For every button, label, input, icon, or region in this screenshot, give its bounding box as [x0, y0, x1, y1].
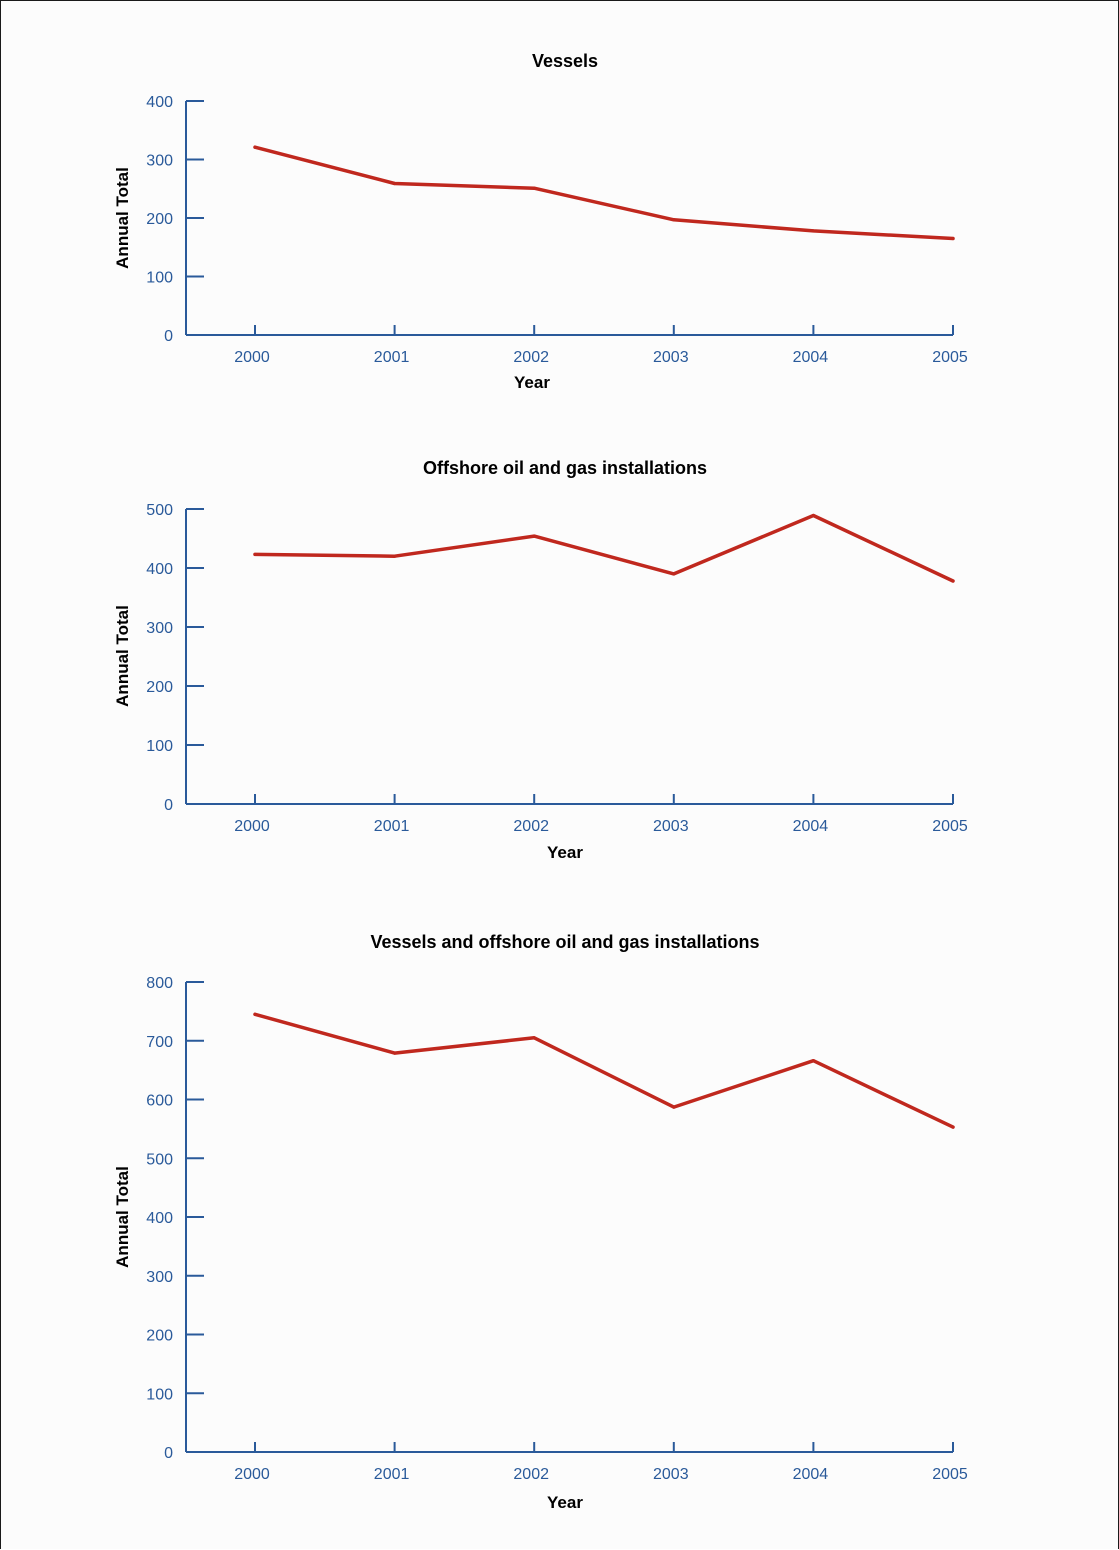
chart-3: Vessels and offshore oil and gas install…	[113, 932, 968, 1512]
x-tick-label: 2001	[374, 818, 410, 835]
y-tick-label: 200	[146, 211, 173, 228]
y-tick-label: 0	[164, 328, 173, 345]
y-tick-label: 500	[146, 502, 173, 519]
data-point	[393, 181, 397, 186]
chart-title: Vessels	[532, 51, 598, 71]
y-tick-label: 200	[146, 1328, 173, 1345]
y-tick-label: 400	[146, 1210, 173, 1227]
y-axis-label: Annual Total	[113, 167, 132, 269]
x-tick-label: 2005	[932, 1466, 968, 1483]
data-point	[951, 236, 955, 241]
x-tick-label: 2000	[234, 1466, 270, 1483]
x-tick-label: 2002	[513, 818, 549, 835]
y-tick-label: 0	[164, 797, 173, 814]
y-tick-label: 500	[146, 1151, 173, 1168]
x-tick-label: 2004	[793, 1466, 829, 1483]
data-point	[672, 218, 676, 222]
chart-title: Vessels and offshore oil and gas install…	[370, 932, 759, 952]
y-axis-label: Annual Total	[113, 605, 132, 707]
x-tick-label: 2002	[513, 1466, 549, 1483]
data-point	[811, 513, 816, 518]
data-point	[253, 1012, 257, 1016]
x-tick-label: 2000	[234, 349, 270, 366]
x-tick-label: 2005	[932, 349, 968, 366]
y-axis-label: Annual Total	[113, 1166, 132, 1268]
y-tick-label: 400	[146, 94, 173, 111]
series-line	[253, 1012, 955, 1129]
y-tick-label: 100	[146, 1386, 173, 1403]
x-axis-label: Year	[547, 1493, 583, 1512]
x-axis-label: Year	[514, 373, 550, 392]
data-point	[811, 229, 816, 233]
data-point	[811, 1059, 816, 1063]
data-point	[951, 1125, 955, 1129]
y-tick-label: 600	[146, 1093, 173, 1110]
y-tick-label: 300	[146, 153, 173, 170]
y-tick-label: 100	[146, 270, 173, 287]
x-tick-label: 2000	[234, 818, 270, 835]
y-tick-label: 700	[146, 1034, 173, 1051]
y-tick-label: 200	[146, 679, 173, 696]
data-point	[532, 186, 536, 190]
series-line	[253, 513, 955, 583]
x-tick-label: 2003	[653, 1466, 689, 1483]
y-tick-label: 800	[146, 975, 173, 992]
y-tick-label: 400	[146, 561, 173, 578]
x-axis-label: Year	[547, 843, 583, 862]
y-tick-label: 300	[146, 620, 173, 637]
y-tick-label: 100	[146, 738, 173, 755]
data-point	[672, 572, 676, 576]
x-tick-label: 2004	[793, 349, 829, 366]
data-point	[532, 1036, 536, 1040]
chart-title: Offshore oil and gas installations	[423, 458, 707, 478]
x-tick-label: 2001	[374, 1466, 410, 1483]
data-point	[253, 552, 257, 557]
data-point	[951, 579, 955, 583]
data-point	[672, 1105, 676, 1109]
data-point	[393, 554, 397, 558]
data-point	[253, 145, 257, 149]
chart-1: Vessels 0 100 200 300 400 2000 2001 2002 2003 2004…	[113, 51, 968, 392]
data-point	[393, 1051, 397, 1055]
x-tick-label: 2002	[513, 349, 549, 366]
x-tick-label: 2004	[793, 818, 829, 835]
series-line	[253, 145, 955, 241]
chart-2: Offshore oil and gas installations 0 100 20…	[113, 458, 968, 862]
data-point	[532, 534, 536, 538]
x-tick-label: 2001	[374, 349, 410, 366]
y-tick-label: 0	[164, 1445, 173, 1462]
x-tick-label: 2003	[653, 349, 689, 366]
x-tick-label: 2003	[653, 818, 689, 835]
y-tick-label: 300	[146, 1269, 173, 1286]
x-tick-label: 2005	[932, 818, 968, 835]
